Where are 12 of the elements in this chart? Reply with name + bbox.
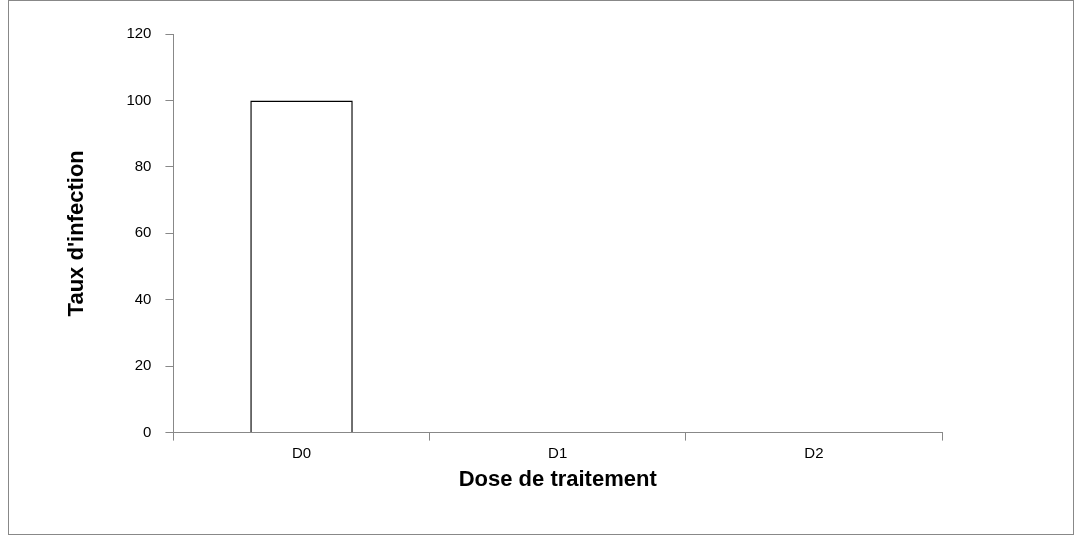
y-axis-title: Taux d'infection [63, 150, 89, 317]
y-tick-label: 40 [134, 289, 152, 307]
x-tick-label: D0 [291, 443, 312, 461]
y-tick-label: 100 [126, 90, 152, 108]
y-tick-label: 20 [134, 356, 152, 374]
y-tick-label: 80 [134, 157, 152, 175]
y-tick-label: 0 [143, 422, 152, 440]
x-axis-title: Dose de traitement [458, 465, 658, 491]
y-tick-label: 120 [126, 24, 152, 42]
y-tick-label: 60 [134, 223, 152, 241]
x-tick-label: D2 [804, 443, 824, 461]
x-tick-label: D1 [548, 443, 568, 461]
